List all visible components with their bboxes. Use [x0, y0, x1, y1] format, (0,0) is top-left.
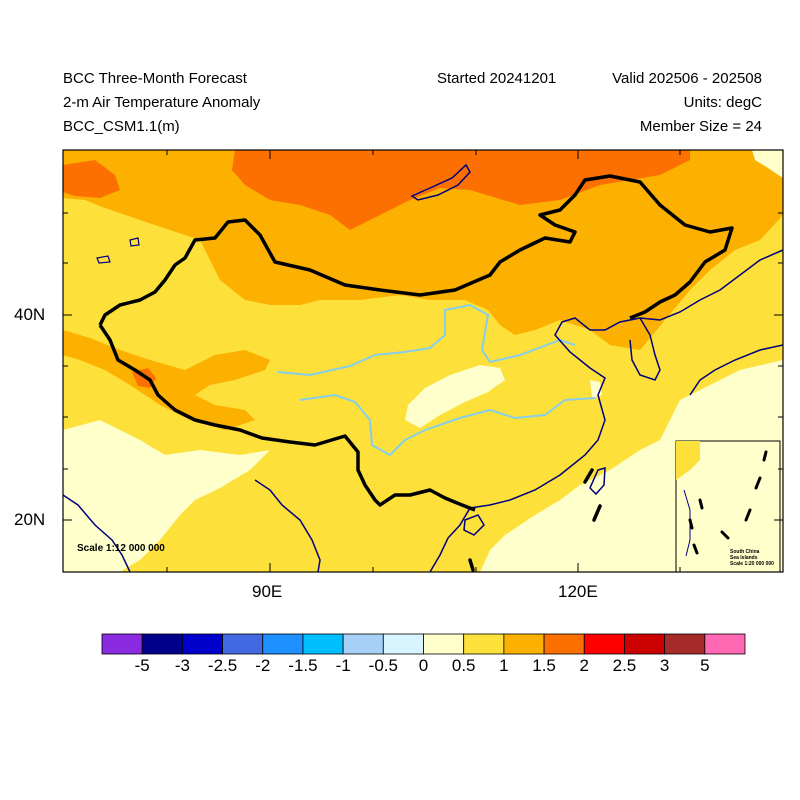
colorbar-swatch: [543, 633, 585, 655]
anomaly-field-1-5-2-north: [232, 150, 690, 230]
colorbar-swatch: [704, 633, 746, 655]
anomaly-field-1-5-2-northwest: [63, 160, 120, 198]
china-border: [98, 174, 734, 512]
colorbar-swatch: [664, 633, 706, 655]
model-name: BCC_CSM1.1(m): [63, 118, 180, 135]
y-tick-20n: 20N: [14, 510, 46, 529]
yellow-river: [277, 303, 576, 377]
colorbar-swatch: [181, 633, 223, 655]
colorbar-swatch: [342, 633, 384, 655]
colorbar-label: -2: [255, 656, 271, 675]
inset-title-2: Sea Islands: [730, 555, 758, 561]
colorbar-swatch: [463, 633, 505, 655]
colorbar: [101, 633, 746, 655]
coastline-korea-japan: [629, 317, 783, 396]
anomaly-field-0-0-5-central: [405, 365, 505, 428]
colorbar-label: 1: [499, 656, 509, 675]
colorbar-swatch: [382, 633, 424, 655]
axis-ticks: [63, 150, 783, 572]
x-tick-90e: 90E: [252, 582, 283, 601]
colorbar-label: 2.5: [612, 656, 637, 675]
forecast-title: BCC Three-Month Forecast: [63, 70, 247, 87]
map-scale-note: Scale 1:12 000 000: [77, 543, 165, 554]
colorbar-swatch: [423, 633, 465, 655]
colorbar-label: -0.5: [368, 656, 398, 675]
colorbar-label: 2: [579, 656, 589, 675]
hainan-island: [463, 514, 485, 536]
x-tick-120e: 120E: [558, 582, 598, 601]
colorbar-label: 0.5: [451, 656, 476, 675]
colorbar-swatch: [222, 633, 264, 655]
colorbar-swatch: [302, 633, 344, 655]
anomaly-field-0-0-5-south: [63, 420, 270, 572]
map-frame: [62, 149, 784, 573]
colorbar-swatch: [583, 633, 625, 655]
colorbar-label: -1.5: [288, 656, 318, 675]
inset-scale-note: Scale 1:20 000 000: [730, 561, 774, 567]
colorbar-label: -1: [335, 656, 351, 675]
yangtze-river: [299, 393, 596, 457]
colorbar-label: -5: [134, 656, 150, 675]
colorbar-label: 1.5: [532, 656, 556, 675]
anomaly-field-0-0-5-ne-corner: [752, 150, 783, 178]
anomaly-field-1-1-5-north: [63, 150, 783, 350]
colorbar-swatch: [624, 633, 666, 655]
colorbar-label: 5: [700, 656, 710, 675]
valid-period: Valid 202506 - 202508: [612, 70, 762, 87]
variable-title: 2-m Air Temperature Anomaly: [63, 94, 261, 111]
colorbar-swatch: [262, 633, 304, 655]
started-date: Started 20241201: [437, 70, 557, 87]
units-label: Units: degC: [683, 94, 762, 111]
coastline-east-asia: [429, 249, 783, 572]
y-tick-40n: 40N: [14, 305, 46, 324]
colorbar-swatch: [503, 633, 545, 655]
south-china-sea-inset: [675, 440, 781, 573]
colorbar-swatch: [101, 633, 143, 655]
coastline-south-asia: [63, 479, 321, 572]
caspian-side-lakes: [96, 237, 140, 264]
colorbar-label: -3: [174, 656, 190, 675]
colorbar-label: 0: [418, 656, 429, 675]
colorbar-label: 3: [659, 656, 670, 675]
colorbar-label: -2.5: [207, 656, 238, 675]
member-size: Member Size = 24: [639, 118, 762, 135]
nine-dash-line: [468, 468, 602, 572]
lake-baikal: [410, 163, 471, 201]
colorbar-swatch: [141, 633, 183, 655]
taiwan-island: [589, 466, 606, 496]
inset-title-1: South China: [730, 549, 760, 555]
